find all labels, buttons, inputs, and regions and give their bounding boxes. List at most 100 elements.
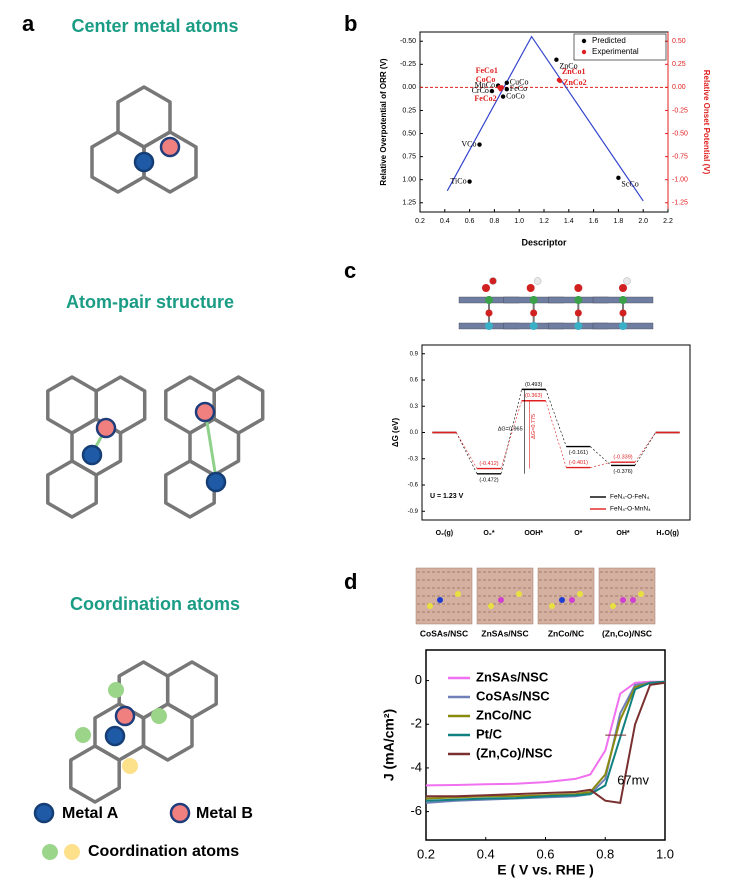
atom xyxy=(205,471,227,493)
structure-label: (Zn,Co)/NSC xyxy=(602,628,652,638)
point-label: ZnCo xyxy=(559,62,577,71)
x-tick-label: 1.0 xyxy=(656,846,674,861)
legend-label: ZnSAs/NSC xyxy=(476,669,549,684)
pair-arrow xyxy=(205,421,217,473)
atom xyxy=(610,603,616,609)
diagram-title: Coordination atoms xyxy=(70,594,240,614)
y-tick-label: -0.6 xyxy=(408,483,419,489)
atom xyxy=(619,296,627,304)
point-label: FeCo xyxy=(510,84,527,93)
curve xyxy=(425,680,666,802)
y-tick-label: 0.25 xyxy=(672,61,686,68)
y-tick-label: 1.00 xyxy=(402,177,416,184)
atom xyxy=(620,597,626,603)
x-tick-label: 1.0 xyxy=(514,218,524,225)
legend-marker xyxy=(581,38,587,44)
y-tick-label: -0.75 xyxy=(672,153,688,160)
y-tick-label: -0.50 xyxy=(672,130,688,137)
atom xyxy=(530,309,538,317)
x-tick-label: 0.2 xyxy=(415,218,425,225)
point-label: MnCo xyxy=(475,80,495,89)
legend-label: Metal B xyxy=(196,805,253,822)
x-tick-label: 1.2 xyxy=(539,218,549,225)
hexagon xyxy=(142,130,198,194)
value-label: (-0.161) xyxy=(569,450,588,456)
point-label: FeCo1 xyxy=(476,66,498,75)
x-tick-label: O₂(g) xyxy=(436,530,454,537)
x-tick-label: 0.8 xyxy=(596,846,614,861)
atom xyxy=(574,309,582,317)
atom xyxy=(619,322,627,330)
point xyxy=(467,179,472,184)
legend-label: Pt/C xyxy=(476,726,503,741)
atom xyxy=(437,597,443,603)
value-label: (0.493) xyxy=(525,382,543,388)
y-tick-label: -0.50 xyxy=(400,38,416,45)
atom xyxy=(42,844,58,860)
y-tick-label: 0.25 xyxy=(402,107,416,114)
atom xyxy=(529,296,538,304)
atom xyxy=(574,322,583,330)
point-label: CoCo xyxy=(506,91,525,100)
atom xyxy=(64,844,80,860)
atom xyxy=(455,591,461,597)
y2-axis-label: Relative Onset Potential (V) xyxy=(702,70,711,175)
atom xyxy=(577,591,583,597)
y-axis-label: J (mA/cm²) xyxy=(381,709,397,781)
connector xyxy=(634,432,656,466)
atom xyxy=(33,802,55,824)
value-label: (-0.472) xyxy=(479,477,498,483)
diagram-title: Atom-pair structure xyxy=(66,292,234,312)
atom xyxy=(485,309,493,317)
legend-label: Predicted xyxy=(592,36,626,45)
x-tick-label: 0.8 xyxy=(490,218,500,225)
value-label: (-0.412) xyxy=(479,461,498,467)
atom xyxy=(108,682,124,698)
atom xyxy=(549,603,555,609)
point xyxy=(498,87,503,92)
value-label: (0.363) xyxy=(525,393,543,399)
legend-label: CoSAs/NSC xyxy=(476,688,550,703)
atom xyxy=(427,603,433,609)
x-tick-label: 2.0 xyxy=(638,218,648,225)
point-label: CoCo xyxy=(476,75,496,84)
atom xyxy=(159,136,181,158)
x-tick-label: O₂* xyxy=(483,530,495,537)
y-tick-label: 0.9 xyxy=(410,351,419,357)
point xyxy=(616,175,621,181)
y-tick-label: -1.00 xyxy=(672,177,688,184)
y-tick-label: -4 xyxy=(410,759,422,774)
atom xyxy=(619,309,627,317)
legend-frame xyxy=(573,33,667,61)
value-label: (-0.401) xyxy=(569,460,588,466)
y-tick-label: 0.75 xyxy=(402,153,416,160)
atom xyxy=(114,705,136,727)
atom xyxy=(574,296,583,304)
panel-label: c xyxy=(344,258,356,283)
x-tick-label: 1.6 xyxy=(589,218,599,225)
hexagon xyxy=(46,459,98,519)
atom xyxy=(638,591,644,597)
point xyxy=(504,80,509,85)
annotation: ΔG=0.965 xyxy=(498,426,523,432)
legend-marker xyxy=(581,49,587,55)
legend-label: ZnCo/NC xyxy=(476,707,532,722)
y-tick-label: 0 xyxy=(415,672,422,687)
point-label: ZnCo2 xyxy=(563,78,587,87)
y-tick-label: 0.00 xyxy=(672,84,686,91)
curve xyxy=(425,680,666,800)
atom xyxy=(529,322,538,330)
point xyxy=(500,94,506,99)
y-tick-label: 0.50 xyxy=(672,38,686,45)
x-tick-label: 0.6 xyxy=(465,218,475,225)
atom xyxy=(488,603,494,609)
y-tick-label: -0.3 xyxy=(408,456,419,462)
point xyxy=(554,57,559,62)
legend-label: Metal A xyxy=(62,805,119,822)
connector xyxy=(590,446,612,466)
x-tick-label: 1.8 xyxy=(614,218,624,225)
y-tick-label: 0.00 xyxy=(402,84,416,91)
atom xyxy=(498,597,504,603)
